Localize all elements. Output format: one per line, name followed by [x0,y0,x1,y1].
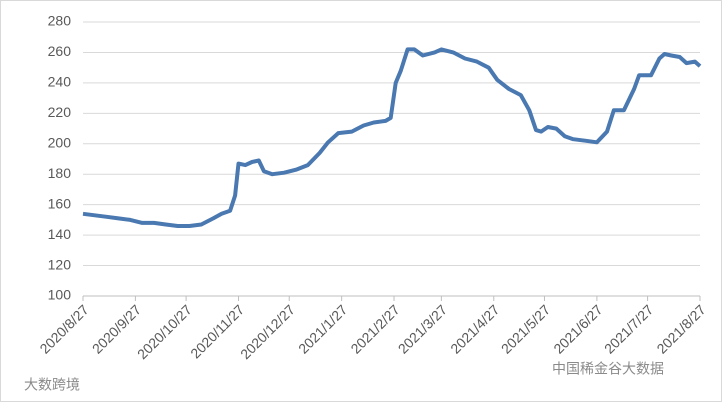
y-tick-label: 180 [48,165,72,181]
watermark: 中国稀金谷大数据 [552,361,664,377]
y-tick-label: 240 [48,74,72,90]
y-tick-label: 200 [48,134,72,150]
y-tick-label: 120 [48,256,72,272]
y-tick-label: 140 [48,226,72,242]
y-tick-label: 160 [48,195,72,211]
y-tick-label: 280 [48,13,72,29]
y-tick-label: 260 [48,43,72,59]
y-tick-label: 220 [48,104,72,120]
watermark: 大数跨境 [24,377,80,393]
y-tick-label: 100 [48,287,72,303]
line [82,47,702,228]
